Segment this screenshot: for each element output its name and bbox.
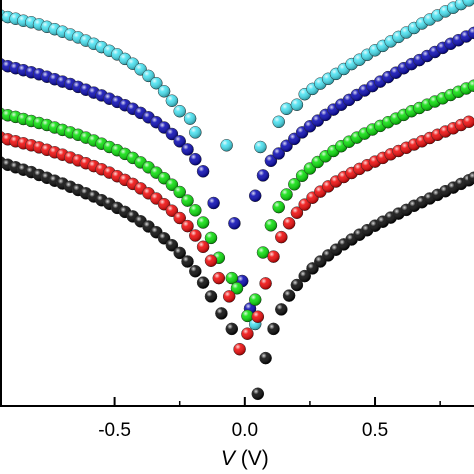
data-point-shading (189, 229, 202, 242)
data-point-shading (184, 112, 197, 125)
data-point-shading (233, 343, 246, 356)
data-point-shading (181, 255, 194, 268)
data-point-shading (205, 254, 217, 267)
data-point-shading (150, 77, 163, 90)
plot-area (0, 0, 474, 401)
data-point-shading (267, 322, 280, 335)
data-point-shading (215, 307, 228, 320)
data-point-shading (249, 189, 262, 202)
series-2 (0, 26, 474, 315)
data-point-shading (280, 188, 293, 201)
series-1 (0, 0, 474, 331)
data-point-shading (264, 219, 277, 232)
data-point-shading (254, 141, 267, 153)
x-tick-label: 0.0 (232, 420, 258, 441)
data-point-shading (468, 171, 474, 184)
data-point-shading (158, 85, 171, 98)
data-point-shading (231, 282, 243, 295)
data-point-shading (259, 352, 272, 365)
data-point-shading (207, 197, 220, 209)
data-point-shading (259, 277, 272, 290)
data-point-shading (189, 265, 202, 278)
data-point-shading (228, 217, 241, 230)
data-point-shading (197, 216, 210, 229)
data-point-shading (142, 69, 155, 82)
data-point-shading (173, 246, 186, 259)
data-point-shading (257, 169, 269, 182)
data-point-shading (220, 139, 233, 152)
data-point-shading (165, 128, 178, 140)
data-point-shading (223, 290, 236, 303)
data-point-shading (241, 309, 254, 322)
series-3 (0, 79, 474, 323)
data-point-shading (173, 186, 186, 198)
data-point-shading (173, 135, 186, 148)
data-point-shading (225, 322, 238, 335)
data-point-shading (283, 289, 296, 302)
data-point-shading (264, 154, 277, 167)
x-axis-unit: (V) (235, 447, 269, 470)
data-point-shading (468, 26, 474, 39)
data-point-shading (283, 217, 296, 230)
data-point-shading (212, 272, 225, 285)
data-point-shading (296, 169, 309, 182)
data-point-shading (189, 153, 202, 166)
data-point-shading (165, 239, 178, 252)
x-axis-variable: V (221, 447, 237, 470)
series-5 (0, 156, 474, 401)
data-point-shading (275, 231, 288, 244)
x-axis-title: V (V) (221, 447, 269, 470)
series-4 (0, 115, 474, 356)
data-point-shading (173, 105, 186, 118)
data-point-shading (267, 250, 280, 263)
data-point-shading (249, 293, 262, 306)
data-point-shading (181, 194, 194, 207)
x-tick-label: -0.5 (98, 420, 131, 441)
data-point-shading (165, 204, 178, 217)
data-point-shading (189, 204, 202, 217)
data-point-shading (280, 102, 293, 115)
data-point-shading (173, 212, 186, 224)
data-point-shading (205, 231, 217, 244)
data-point-shading (290, 98, 303, 111)
x-tick-label: 0.5 (362, 420, 388, 441)
data-point-shading (181, 220, 194, 233)
data-point-shading (225, 272, 238, 285)
data-point-shading (181, 143, 194, 156)
x-ticks: -0.5 0.0 0.5 (98, 397, 441, 441)
data-point-shading (272, 201, 285, 214)
data-point-shading (241, 327, 254, 340)
data-point-shading (197, 240, 210, 253)
data-point-shading (288, 178, 301, 191)
data-point-shading (275, 303, 288, 316)
data-point-shading (165, 94, 178, 107)
data-point-shading (468, 79, 474, 92)
data-point-shading (298, 270, 311, 283)
data-point-shading (189, 126, 202, 139)
data-point-shading (462, 0, 474, 7)
data-point-shading (290, 279, 303, 291)
data-point-shading (251, 310, 264, 323)
data-point-shading (197, 276, 210, 289)
data-point-shading (462, 115, 474, 128)
data-point-shading (290, 206, 303, 219)
data-point-shading (165, 178, 178, 191)
data-point-shading (272, 147, 285, 160)
data-point-shading (257, 246, 269, 259)
data-point-shading (272, 115, 285, 128)
data-point-shading (251, 387, 264, 400)
data-point-shading (205, 290, 217, 303)
data-point-shading (197, 165, 210, 178)
